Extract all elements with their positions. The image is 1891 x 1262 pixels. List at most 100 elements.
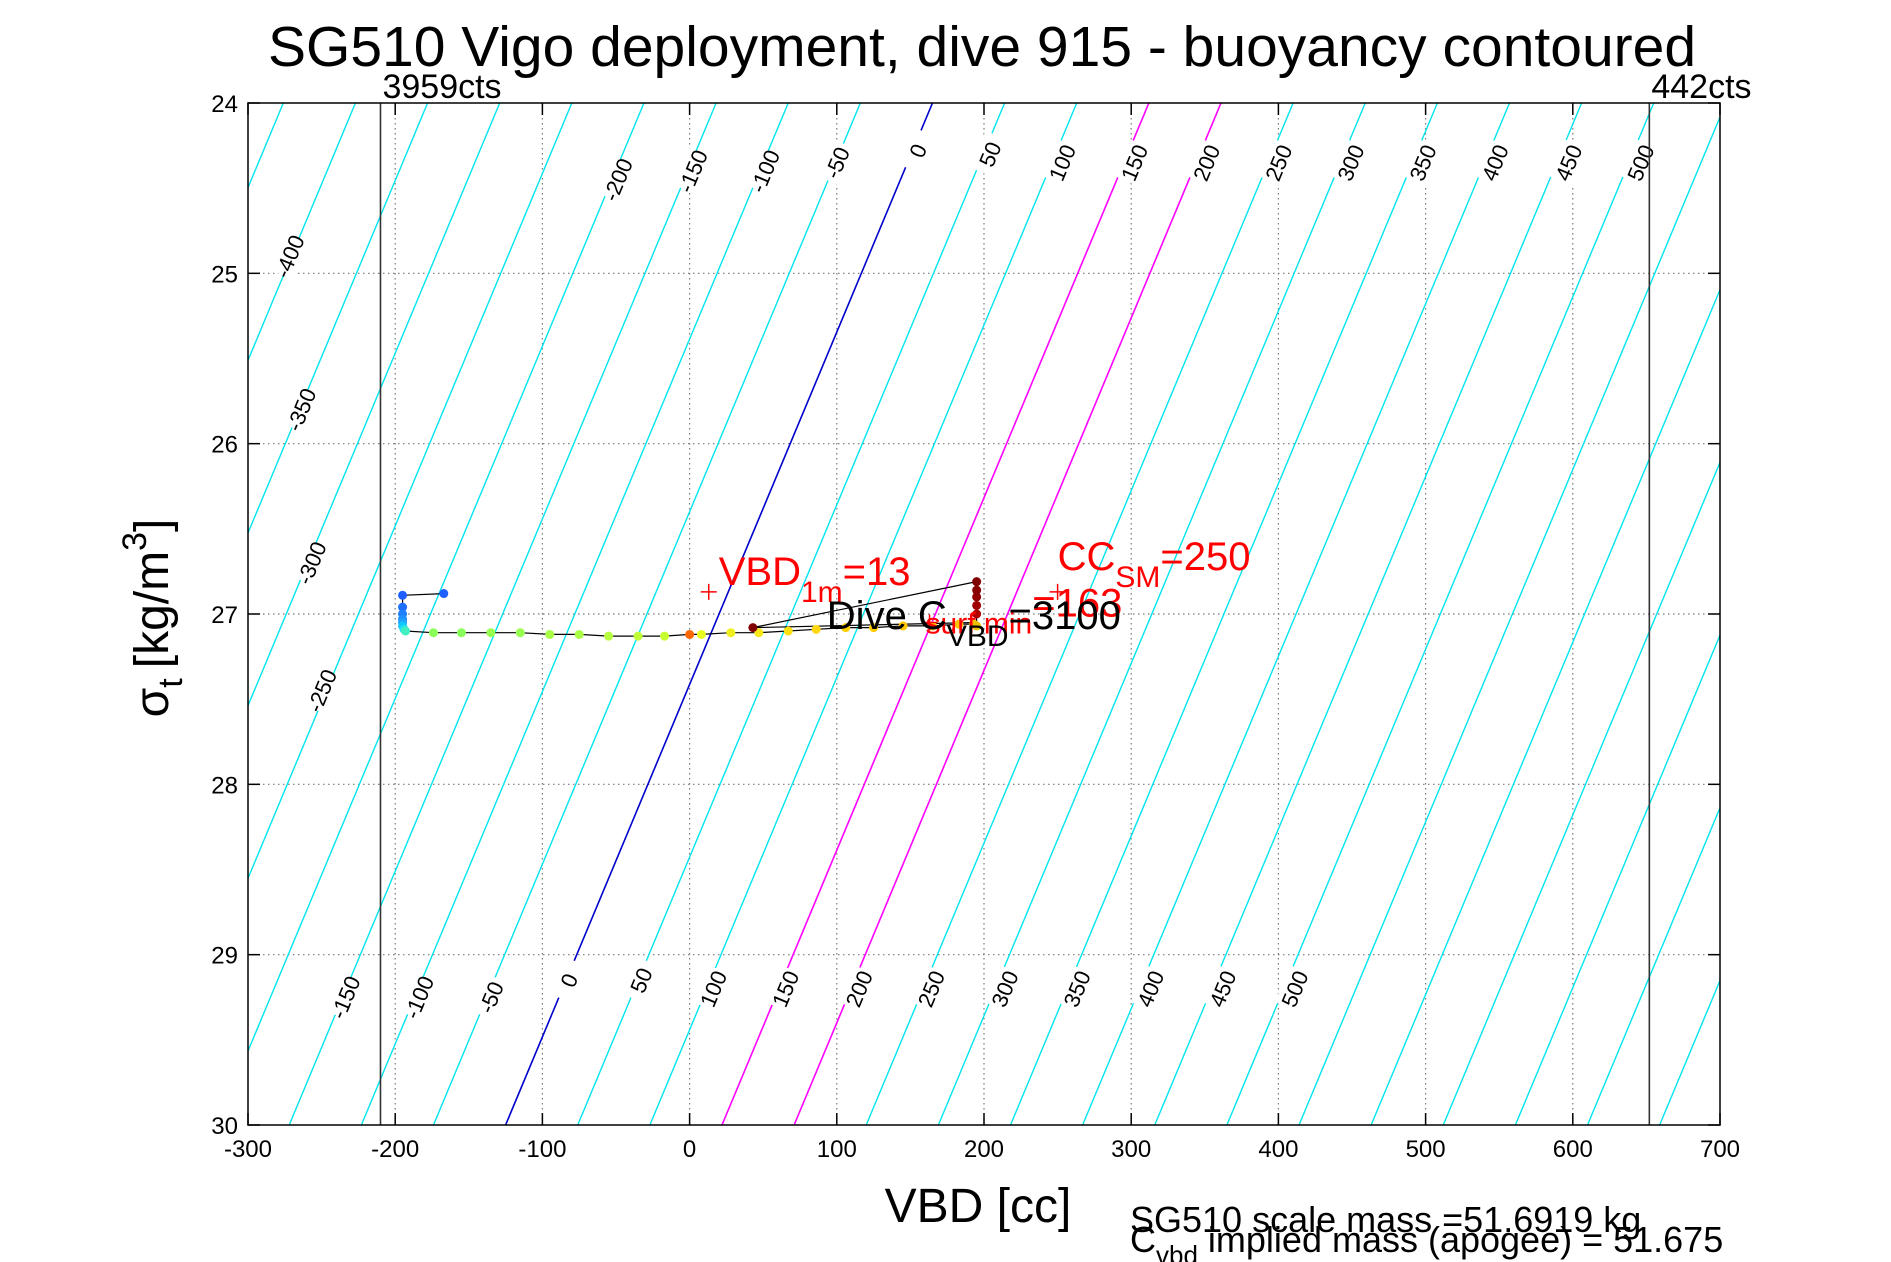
- annotation-main: VBD: [719, 550, 801, 594]
- contour-label-bg: [1042, 139, 1082, 187]
- contour-label-bg: [984, 965, 1025, 1013]
- y-axis-title: σt[kg/m3]: [116, 519, 190, 718]
- data-point: [748, 623, 758, 633]
- contour-label-bg: [1258, 139, 1299, 187]
- data-point: [972, 592, 982, 602]
- data-point: [685, 629, 695, 639]
- data-point: [456, 628, 466, 638]
- contour-line: [432, 103, 861, 1125]
- data-point: [439, 589, 449, 599]
- data-point: [972, 585, 982, 595]
- contour-line: [248, 103, 501, 708]
- contour-line: [937, 103, 1366, 1125]
- contour-label-bg: [693, 965, 733, 1013]
- x-tick-label: -100: [518, 1136, 566, 1163]
- contour-line: [360, 103, 789, 1125]
- contour-label-bg: [291, 539, 332, 587]
- x-tick-label: 200: [964, 1136, 1004, 1163]
- contour-label-bg: [1475, 139, 1515, 187]
- contour-line: [248, 103, 573, 881]
- y-tick-label: 29: [211, 943, 238, 970]
- annotation-sub: 1m: [801, 576, 843, 609]
- contour-label-bg: [839, 965, 879, 1013]
- annotation-surf-min: surf min=163: [926, 582, 1123, 641]
- grid: [248, 103, 1720, 1125]
- y-tick-label: 25: [211, 261, 238, 288]
- annotation-dive-c-vbd: Dive CVBD=3100: [827, 594, 1121, 653]
- contour-label-bg: [597, 156, 638, 204]
- dive-trace-line: [752, 581, 977, 629]
- contour-label-bg: [325, 973, 365, 1021]
- contour-label-bg: [1274, 965, 1315, 1013]
- y-tick-label: 30: [211, 1113, 238, 1140]
- annotation-value: =3100: [1009, 594, 1121, 638]
- vbd-limit-label-min: 3959cts: [382, 68, 501, 106]
- data-point: [574, 629, 584, 639]
- annotation-sub: surf min: [926, 608, 1033, 641]
- contour-line: [1298, 115, 1720, 1125]
- contour-line: [793, 103, 1222, 1125]
- data-point: [398, 602, 408, 612]
- x-tick-label: 0: [683, 1136, 696, 1163]
- x-tick-label: 500: [1406, 1136, 1446, 1163]
- data-point: [811, 624, 821, 634]
- x-axis-label: VBD [cc]: [885, 1180, 1072, 1233]
- vbd-limit-label-max: 442cts: [1651, 68, 1751, 106]
- contour-label-bg: [471, 973, 511, 1021]
- contour-line: [248, 103, 429, 535]
- data-point: [545, 629, 555, 639]
- data-point: [783, 626, 793, 636]
- annotation-marker: [1049, 583, 1066, 600]
- contour-label-bg: [898, 127, 938, 175]
- contour-label-bg: [1330, 139, 1371, 187]
- contour-label-bg: [1130, 965, 1171, 1013]
- y-tick-label: 28: [211, 772, 238, 799]
- contour-line: [1009, 103, 1439, 1125]
- contour-label-bg: [549, 956, 589, 1004]
- contour-line: [1586, 806, 1720, 1125]
- contour-line: [1370, 287, 1720, 1125]
- data-point: [604, 631, 614, 641]
- contour-label-bg: [1620, 139, 1661, 187]
- contour-line: [577, 103, 1006, 1125]
- contour-label-bg: [1057, 965, 1097, 1013]
- x-tick-label: 600: [1553, 1136, 1593, 1163]
- annotation-main: Dive C: [827, 594, 947, 638]
- chart-title: SG510 Vigo deployment, dive 915 - buoyan…: [268, 15, 1696, 79]
- contour-line: [1514, 633, 1720, 1125]
- contour-line: [865, 103, 1294, 1125]
- contour-label-bg: [399, 973, 439, 1021]
- annotation-value: =163: [1032, 582, 1122, 626]
- x-tick-label: 700: [1700, 1136, 1740, 1163]
- contour-line: [1081, 103, 1511, 1125]
- y-tick-label: 24: [211, 91, 238, 118]
- annotation-marker: [921, 614, 938, 631]
- annotation-marker: [700, 583, 717, 600]
- contour-label-bg: [1402, 139, 1443, 187]
- y-axis-label: σt[kg/m3]: [116, 519, 190, 718]
- data-point: [515, 628, 525, 638]
- x-tick-label: -300: [224, 1136, 272, 1163]
- data-point: [401, 626, 411, 636]
- contour-label-bg: [765, 965, 805, 1013]
- annotation-vbd-1m: VBD1m=13: [719, 550, 911, 609]
- data-point: [398, 590, 408, 600]
- contour-label-bg: [1202, 965, 1243, 1013]
- annotation-sub: SM: [1115, 561, 1160, 594]
- data-point: [898, 621, 908, 631]
- contour-label-bg: [301, 667, 342, 715]
- contour-label-bg: [744, 147, 785, 195]
- contour-lines: [248, 103, 1720, 1125]
- data-point: [972, 600, 982, 610]
- x-tick-label: 400: [1258, 1136, 1298, 1163]
- y-tick-label: 27: [211, 602, 238, 629]
- contour-line: [721, 103, 1150, 1125]
- contour-label-bg: [970, 130, 1010, 178]
- annotation-sub: VBD: [947, 620, 1009, 653]
- contour-label-bg: [911, 965, 951, 1013]
- footer-text: SG510 scale mass =51.6919 kg Cvbd implie…: [1130, 1199, 1723, 1262]
- vbd-limit-lines: 3959cts 442cts: [379, 68, 1752, 1125]
